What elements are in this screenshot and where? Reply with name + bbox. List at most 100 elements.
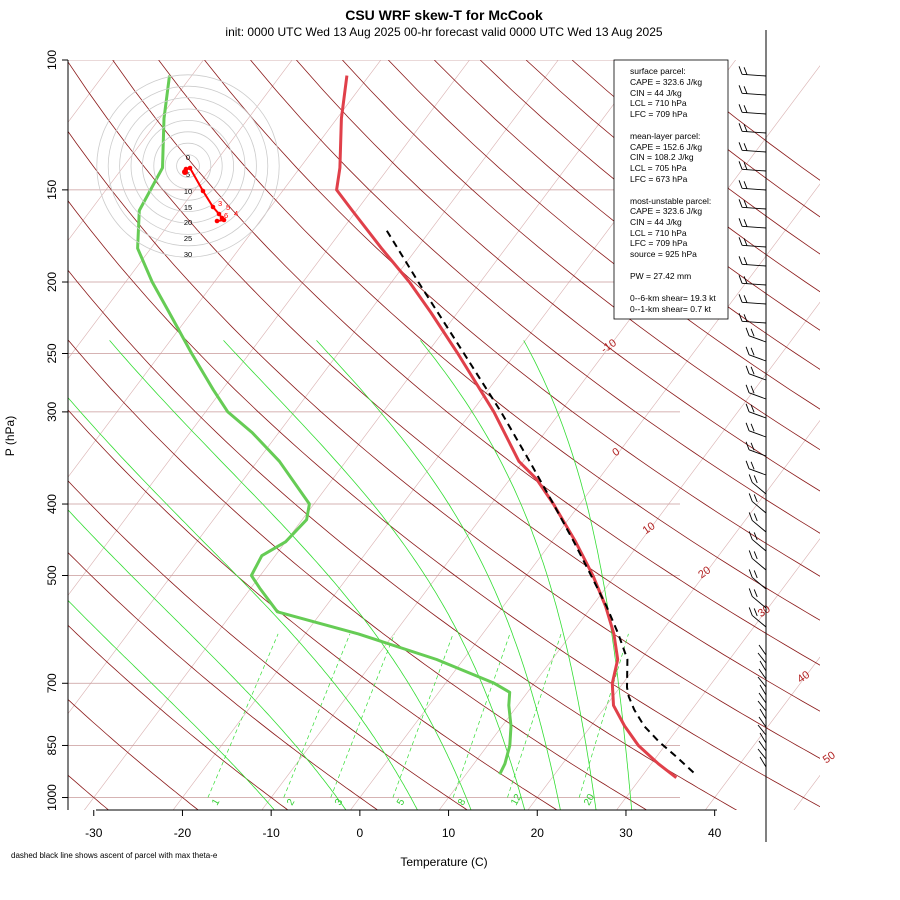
isotherm-line [68,60,470,596]
hodograph-point [187,165,193,171]
barb-flag [738,104,743,113]
wind-barb [738,218,767,229]
dry-adiabat-line [68,698,199,810]
wind-barb [738,237,767,248]
mixing-ratio-line [207,633,279,798]
isotherm-label: 40 [795,669,812,686]
barb-flag [750,423,755,432]
y-tick-label: 100 [45,50,59,70]
hodograph-point [221,217,227,223]
barb-flag [748,588,753,597]
info-surface-cape: CAPE = 323.6 J/kg [630,77,702,87]
wind-barb [757,724,767,736]
wind-barb [738,123,767,134]
barb-flag [743,238,748,246]
barb-shaft [742,73,767,77]
hodograph-ring [119,97,257,235]
moist-adiabat-line [420,340,597,810]
barb-flag [748,493,753,502]
hodograph-ring [153,131,223,201]
info-surface-lfc: LFC = 709 hPa [630,109,688,119]
hodograph-point-label: 5 [226,203,230,212]
barb-flag [738,218,743,227]
isotherm-line [68,60,204,242]
isotherm-line [438,301,820,810]
barb-shaft [751,482,767,495]
dry-adiabat-line [68,269,738,810]
wind-barb [745,346,767,362]
info-mu-cin: CIN = 44 J/kg [630,217,682,227]
hodograph-ring [96,74,280,258]
info-mixed-cin: CIN = 108.2 J/kg [630,152,694,162]
isotherm-line [880,26,900,813]
footnote: dashed black line shows ascent of parcel… [11,851,218,860]
hodograph-ring-label: 10 [184,187,192,196]
barb-flag [750,461,755,470]
x-tick-label: -10 [262,826,280,840]
x-tick-label: 40 [708,826,722,840]
info-mu-lcl: LCL = 710 hPa [630,228,687,238]
wind-barb [757,700,767,712]
barb-flag [738,180,743,189]
barb-flag [743,105,748,113]
moist-adiabat-line [109,340,472,810]
wind-barb [758,668,767,680]
wind-barb [738,142,767,153]
barb-shaft [742,206,767,210]
wind-barb [748,531,767,552]
barb-shaft [742,301,767,305]
barb-flag [743,124,748,132]
moist-adiabat-line [316,340,561,810]
wind-barb [748,588,767,609]
barb-shaft [742,149,767,153]
x-tick-label: -30 [85,826,103,840]
y-tick-label: 400 [45,494,59,514]
wind-barb [748,474,767,495]
moist-adiabat-line [68,397,418,810]
wind-barb [745,422,767,438]
dry-adiabat-line [68,130,820,759]
y-tick-label: 300 [45,402,59,422]
wind-barb [758,716,767,728]
barb-flag [738,237,743,246]
barb-flag [753,589,758,598]
barb-flag [738,199,743,208]
wind-barb [759,708,767,720]
hodograph-ring [107,85,269,247]
barb-flag [748,607,753,616]
dry-adiabat-line [250,60,820,534]
barb-flag [745,422,750,432]
mixing-ratio-label: 1 [210,797,223,808]
barb-flag [753,475,758,484]
wind-barb [745,365,767,381]
dry-adiabat-line [434,60,820,370]
isotherm-line [527,420,820,810]
chart-title: CSU WRF skew-T for McCook [345,7,543,23]
mixing-ratio-line [330,633,395,798]
dry-adiabat-line [112,60,820,666]
barb-flag [750,328,755,337]
mixing-ratio-line [392,633,454,798]
isotherm-line [68,60,293,360]
hodograph-ring-label: 15 [184,203,192,212]
info-pw: PW = 27.42 mm [630,271,691,281]
wind-barb [758,740,767,752]
barb-flag [745,384,750,394]
barb-flag [748,569,753,578]
dry-adiabat-line [388,60,820,410]
barb-flag [750,404,755,413]
dry-adiabat-line [68,624,289,810]
info-mixed-header: mean-layer parcel: [630,131,700,141]
mixing-ratio-label: 8 [456,797,469,808]
wind-barb [759,684,767,696]
barb-shaft [748,430,767,438]
barb-flag [750,442,755,451]
barb-flag [743,314,748,322]
mixing-ratio-line [452,633,511,798]
mixing-ratio-label: 2 [285,797,298,808]
hodograph-ring-label: 0 [186,153,190,162]
barb-flag [753,494,758,503]
